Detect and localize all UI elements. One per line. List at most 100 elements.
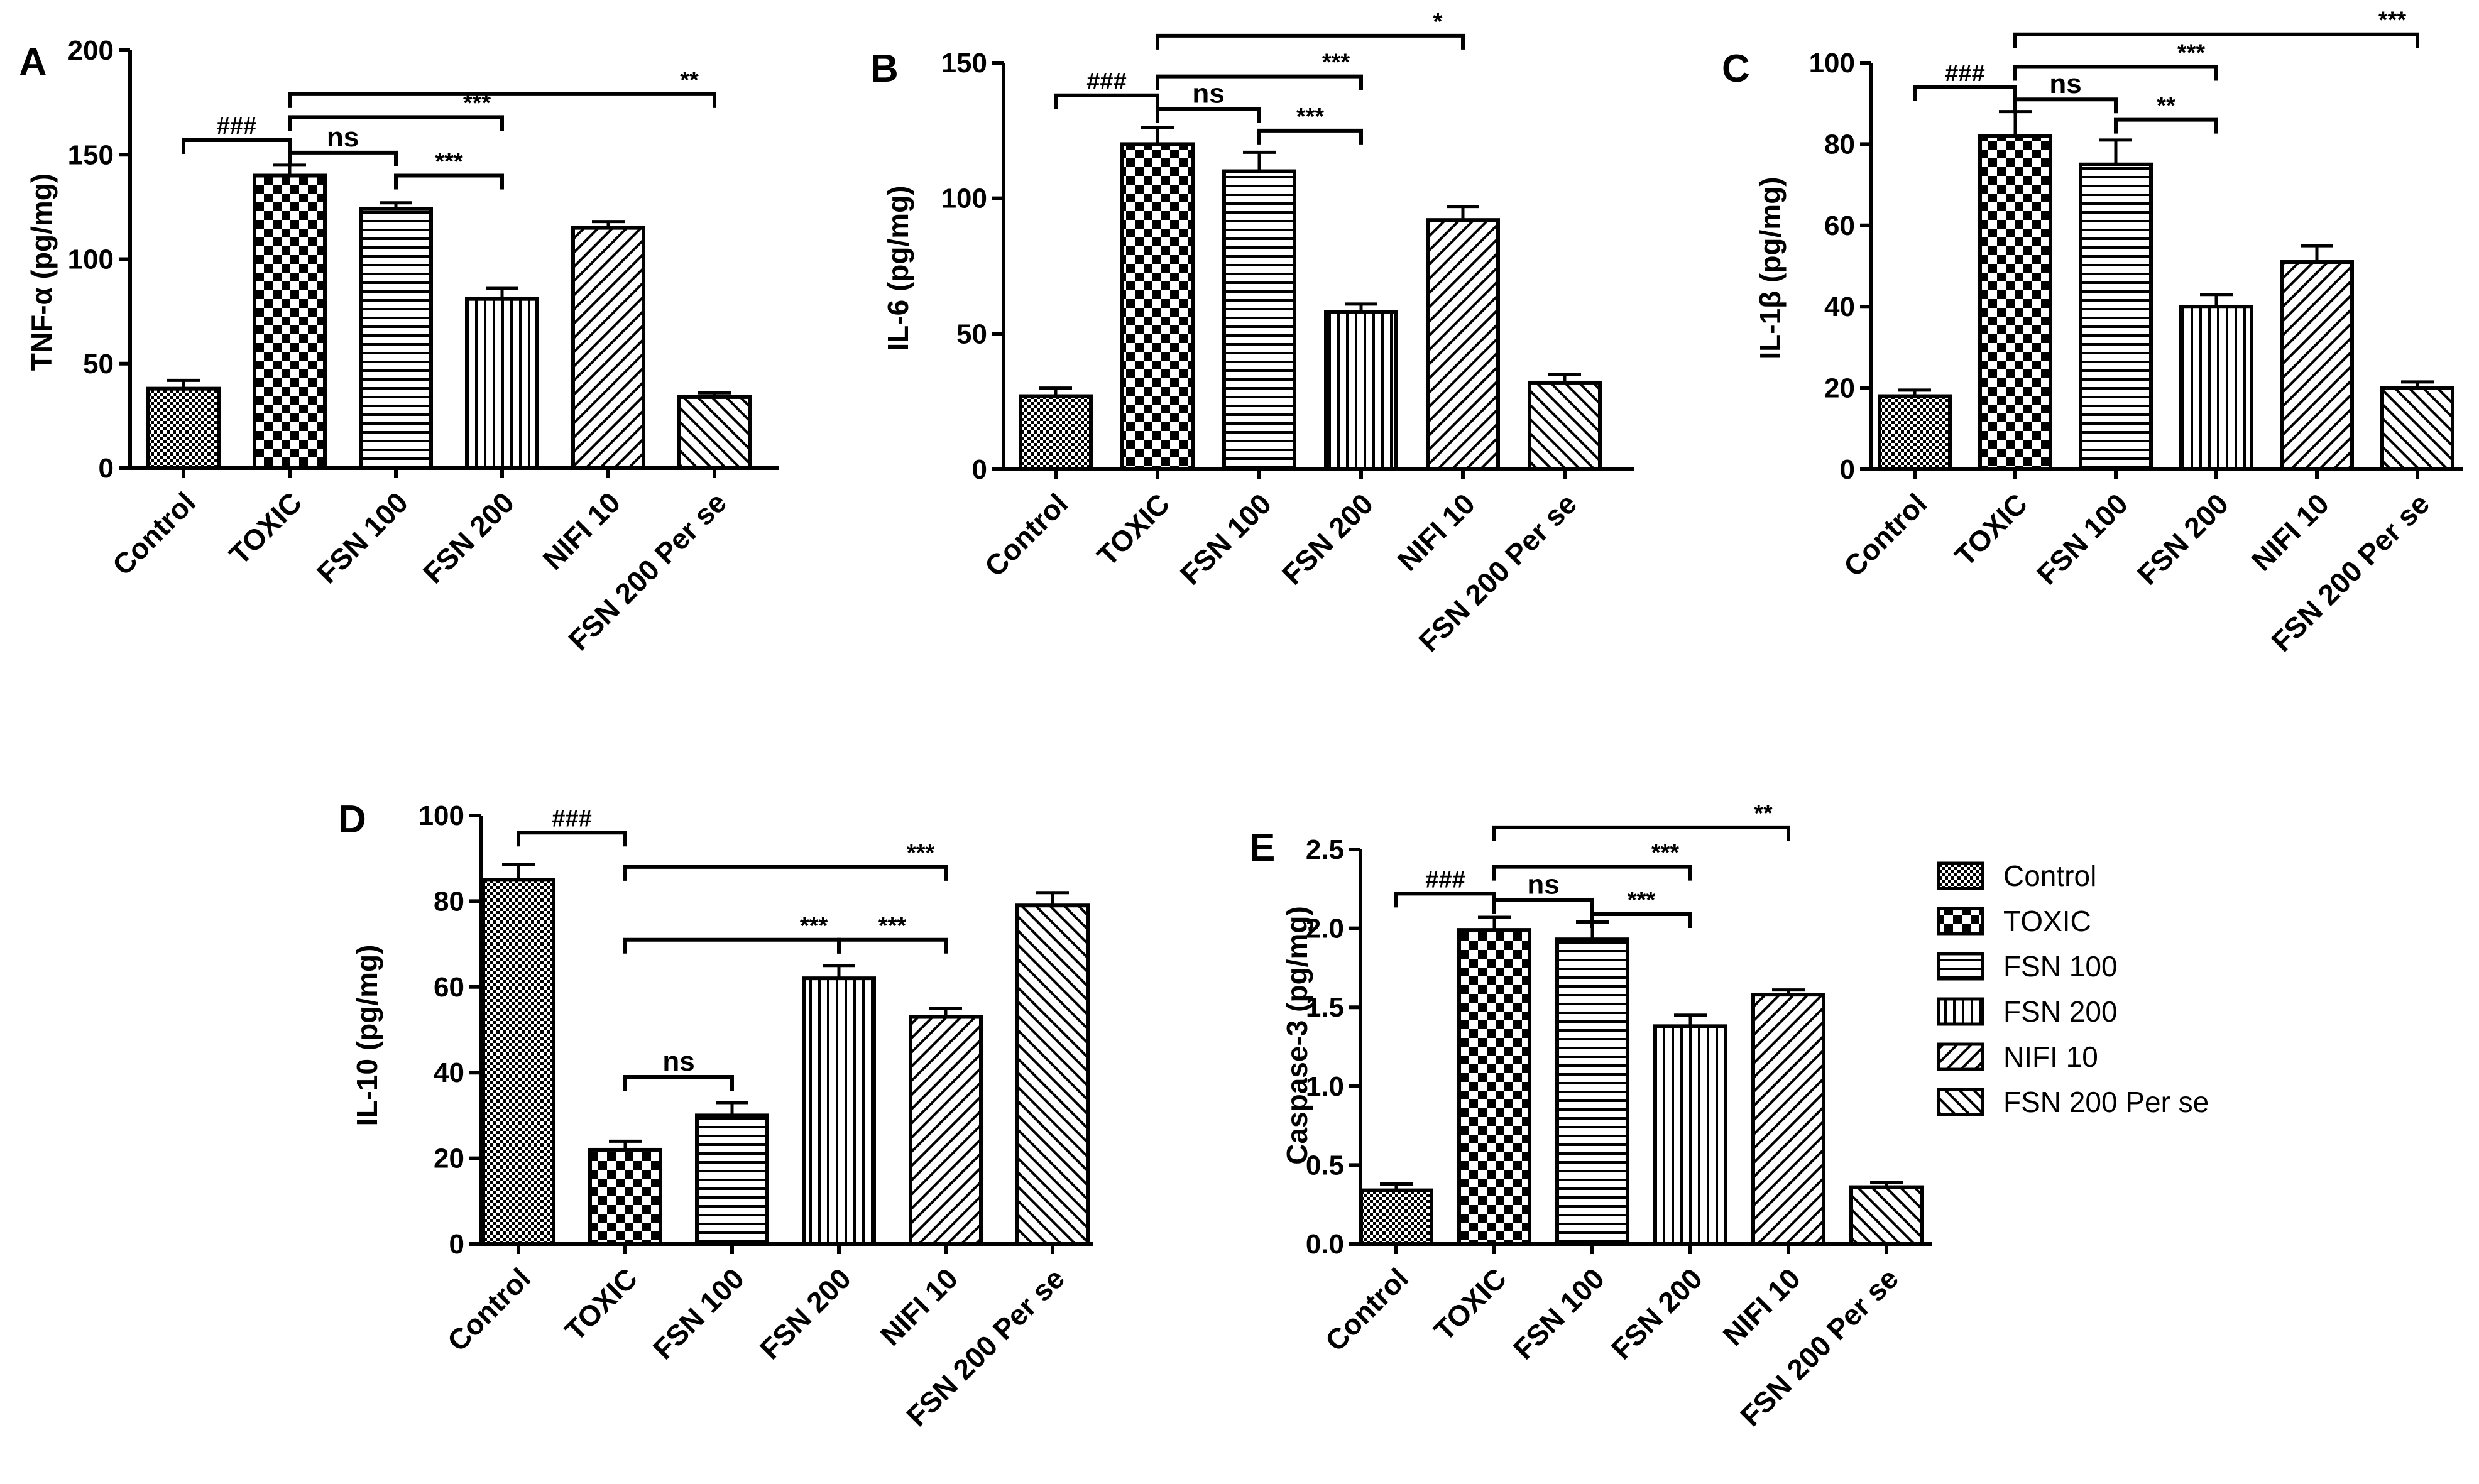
- legend-item-nifi-10: NIFI 10: [1937, 1040, 2098, 1073]
- significance-label-c-3: **: [2157, 93, 2175, 119]
- bar-a-nifi-10: [571, 226, 645, 470]
- y-tick-label-e: 0.5: [1306, 1150, 1344, 1181]
- bar-b-fsn-100: [1222, 169, 1296, 471]
- legend-label-fsn-200: FSN 200: [2003, 995, 2118, 1028]
- significance-label-d-4: ns: [662, 1046, 694, 1077]
- x-tick-label-b-fsn-100: FSN 100: [1174, 487, 1278, 591]
- panel-label-e: E: [1249, 826, 1275, 870]
- significance-label-b-2: ***: [1322, 50, 1350, 76]
- x-tick-label-c-nifi-10: NIFI 10: [2245, 487, 2335, 577]
- significance-label-d-3: ***: [878, 913, 907, 939]
- x-tick-label-e-toxic: TOXIC: [1427, 1262, 1513, 1347]
- x-tick-label-e-fsn-200: FSN 200: [1605, 1262, 1709, 1365]
- y-tick-label-a: 50: [83, 349, 114, 379]
- x-tick-label-c-control: Control: [1837, 487, 1933, 582]
- bar-a-control: [146, 386, 221, 471]
- x-tick-label-a-toxic: TOXIC: [222, 486, 308, 571]
- significance-bracket-a-2: [288, 115, 504, 131]
- legend-item-fsn-200-per-se: FSN 200 Per se: [1937, 1086, 2209, 1118]
- y-axis-label-a: TNF-α (pg/mg): [25, 173, 58, 371]
- legend-swatch-control: [1937, 861, 1984, 890]
- significance-bracket-a-1: [288, 150, 398, 166]
- significance-label-e-0: ###: [1425, 866, 1465, 893]
- significance-bracket-a-3: [394, 173, 504, 190]
- significance-label-b-4: *: [1433, 9, 1443, 35]
- significance-bracket-e-0: [1394, 892, 1496, 908]
- y-axis-label-b: IL-6 (pg/mg): [882, 185, 914, 351]
- x-tick-label-d-fsn-200: FSN 200: [753, 1262, 857, 1365]
- y-tick-label-b: 150: [941, 48, 987, 79]
- x-tick-label-c-toxic: TOXIC: [1948, 487, 2033, 572]
- y-tick-label-a: 0: [99, 453, 114, 484]
- bar-c-fsn-100: [2079, 162, 2153, 471]
- x-tick-label-e-nifi-10: NIFI 10: [1717, 1262, 1807, 1351]
- y-tick-label-e: 1.5: [1306, 992, 1344, 1023]
- significance-bracket-e-1: [1492, 898, 1594, 914]
- bar-a-fsn-200-per-se: [677, 395, 752, 471]
- significance-label-b-3: ***: [1296, 104, 1325, 130]
- bar-c-nifi-10: [2280, 260, 2354, 471]
- bar-a-fsn-200: [465, 297, 539, 470]
- legend-item-control: Control: [1937, 859, 2096, 892]
- bar-e-nifi-10: [1751, 993, 1825, 1246]
- significance-label-d-1: ***: [907, 840, 935, 866]
- x-tick-label-e-control: Control: [1319, 1262, 1415, 1357]
- bar-e-fsn-200: [1653, 1024, 1727, 1246]
- y-tick-label-c: 80: [1824, 129, 1855, 160]
- legend-item-fsn-100: FSN 100: [1937, 950, 2118, 983]
- y-tick-label-c: 0: [1840, 454, 1855, 485]
- bar-b-fsn-200: [1324, 310, 1398, 471]
- bar-c-control: [1878, 394, 1952, 471]
- legend-swatch-toxic: [1937, 907, 1984, 936]
- bar-e-control: [1359, 1188, 1433, 1247]
- significance-label-b-1: ns: [1192, 78, 1224, 109]
- significance-bracket-d-1: [623, 865, 948, 881]
- legend-swatch-fsn-200: [1937, 997, 1984, 1026]
- y-tick-label-a: 100: [68, 244, 114, 275]
- bar-d-fsn-200-per-se: [1015, 903, 1090, 1246]
- panel-d: D IL-10 (pg/mg) 0 20 40 60 80 100 Control TOXIC…: [338, 798, 1093, 1432]
- x-tick-label-a-control: Control: [106, 486, 202, 581]
- y-tick-label-d: 80: [434, 886, 464, 917]
- bar-e-fsn-200-per-se: [1849, 1185, 1924, 1246]
- significance-label-d-2: ***: [800, 913, 828, 939]
- significance-bracket-b-1: [1156, 107, 1261, 123]
- significance-label-c-1: ns: [2049, 68, 2081, 99]
- significance-bracket-c-1: [2013, 97, 2118, 114]
- legend-swatch-fsn-200-per-se: [1937, 1088, 1984, 1116]
- panel-label-d: D: [338, 798, 366, 841]
- legend-item-fsn-200: FSN 200: [1937, 995, 2118, 1028]
- y-tick-label-d: 0: [449, 1229, 464, 1260]
- x-tick-label-b-control: Control: [978, 487, 1074, 582]
- bar-d-toxic: [588, 1147, 662, 1246]
- bar-e-fsn-100: [1555, 937, 1629, 1246]
- significance-bracket-d-0: [517, 831, 627, 847]
- y-tick-label-a: 200: [68, 35, 114, 66]
- bar-b-control: [1019, 394, 1093, 471]
- significance-bracket-c-0: [1913, 85, 2017, 101]
- y-tick-label-d: 40: [434, 1057, 464, 1088]
- y-tick-label-e: 1.0: [1306, 1071, 1344, 1102]
- y-tick-label-a: 150: [68, 139, 114, 170]
- legend: Control TOXIC FSN 100 FSN 200 NIFI 10 FS…: [1937, 859, 2209, 1118]
- y-tick-label-c: 40: [1824, 292, 1855, 322]
- significance-label-a-0: ###: [217, 113, 256, 139]
- significance-bracket-a-0: [182, 138, 292, 154]
- bar-d-control: [481, 878, 555, 1247]
- x-tick-label-a-nifi-10: NIFI 10: [537, 486, 627, 576]
- x-tick-label-a-fsn-200: FSN 200: [417, 486, 520, 589]
- y-axis-label-e: Caspase-3 (pg/mg): [1281, 906, 1313, 1165]
- significance-bracket-e-3: [1590, 912, 1692, 928]
- y-axis-label-c: IL-1β (pg/mg): [1754, 177, 1787, 359]
- x-tick-label-d-toxic: TOXIC: [558, 1262, 643, 1347]
- significance-label-e-4: **: [1754, 800, 1773, 827]
- bar-d-nifi-10: [909, 1015, 983, 1247]
- x-tick-label-b-toxic: TOXIC: [1090, 487, 1176, 572]
- bar-e-toxic: [1457, 928, 1531, 1247]
- x-tick-label-c-fsn-200: FSN 200: [2131, 487, 2235, 591]
- panel-label-c: C: [1722, 47, 1750, 90]
- legend-swatch-fsn-100: [1937, 952, 1984, 981]
- significance-label-d-0: ###: [552, 805, 591, 832]
- y-tick-label-c: 60: [1824, 210, 1855, 241]
